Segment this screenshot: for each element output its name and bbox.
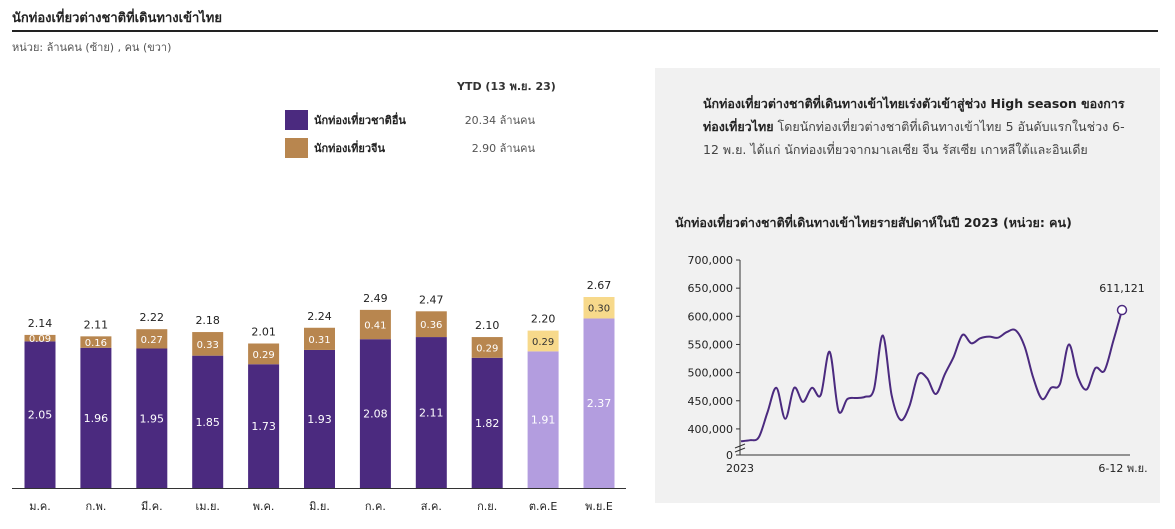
bar-other-4 xyxy=(248,364,280,488)
bar-other-1 xyxy=(80,347,112,488)
axis-break-mark-2 xyxy=(734,447,746,453)
x-tick-label-2: มี.ค. xyxy=(141,500,163,513)
summary-body-text: โดยนักท่องเที่ยวต่างชาติที่เดินทางเข้าไท… xyxy=(703,119,1125,157)
stacked-bar-chart: YTD (13 พ.ย. 23) นักท่องเที่ยวชาติอื่น 20.… xyxy=(12,80,626,513)
bar-total-label-8: 2.10 xyxy=(475,319,500,332)
bar-other-6 xyxy=(359,339,391,488)
bar-total-label-2: 2.22 xyxy=(140,311,165,324)
bar-china-3 xyxy=(192,332,224,356)
bar-china-label-9: 0.29 xyxy=(532,337,554,348)
bar-other-9 xyxy=(527,351,559,488)
y-tick-label-7: 700,000 xyxy=(688,254,734,267)
bar-china-label-6: 0.41 xyxy=(364,321,386,332)
bar-china-label-1: 0.16 xyxy=(85,338,107,349)
x-tick-label-6: ก.ค. xyxy=(365,500,386,513)
y-tick-label-3: 500,000 xyxy=(688,367,734,380)
x-tick-label-5: มิ.ย. xyxy=(309,500,330,513)
bar-total-label-9: 2.20 xyxy=(531,313,556,326)
bar-other-8 xyxy=(471,357,503,488)
bar-china-10 xyxy=(583,297,615,319)
bar-total-label-4: 2.01 xyxy=(251,325,276,338)
bar-china-9 xyxy=(527,330,559,352)
bar-other-label-6: 2.08 xyxy=(363,408,388,421)
legend-label-1: นักท่องเที่ยวจีน xyxy=(314,140,385,155)
bar-china-label-10: 0.30 xyxy=(588,304,610,315)
legend-ytd-1: 2.90 ล้านคน xyxy=(472,142,536,155)
unit-note: หน่วย: ล้านคน (ซ้าย) , คน (ขวา) xyxy=(12,41,172,54)
bar-china-0 xyxy=(24,334,56,342)
y-tick-label-1: 400,000 xyxy=(688,423,734,436)
x-tick-label-10: พ.ย.E xyxy=(585,500,613,513)
bar-china-8 xyxy=(471,337,503,358)
bar-china-7 xyxy=(415,311,447,338)
x-tick-label-7: ส.ค. xyxy=(421,500,442,513)
bar-china-label-0: 0.09 xyxy=(29,334,51,345)
ytd-header: YTD (13 พ.ย. 23) xyxy=(456,80,556,93)
legend-ytd-0: 20.34 ล้านคน xyxy=(465,114,536,127)
bar-china-label-5: 0.31 xyxy=(308,335,330,346)
x-label-start: 2023 xyxy=(726,462,754,475)
bar-china-label-3: 0.33 xyxy=(197,340,219,351)
bar-china-1 xyxy=(80,336,112,348)
bar-other-label-10: 2.37 xyxy=(587,397,612,410)
bar-total-label-10: 2.67 xyxy=(587,279,612,292)
x-tick-label-1: ก.พ. xyxy=(85,500,106,513)
x-tick-label-9: ต.ค.E xyxy=(529,500,557,513)
weekly-line-chart: 0 400,000 450,000 500,000 550,000 600,000 650,… xyxy=(688,254,1148,475)
bar-other-label-9: 1.91 xyxy=(531,414,556,427)
bar-other-label-8: 1.82 xyxy=(475,417,500,430)
bar-other-5 xyxy=(304,349,335,488)
bar-total-label-1: 2.11 xyxy=(84,318,109,331)
bar-china-label-4: 0.29 xyxy=(252,350,274,361)
bar-china-6 xyxy=(359,309,391,340)
bar-total-label-3: 2.18 xyxy=(195,314,220,327)
bar-china-2 xyxy=(136,329,168,349)
bar-other-10 xyxy=(583,318,615,488)
line-chart-title: นักท่องเที่ยวต่างชาติที่เดินทางเข้าไทยรา… xyxy=(675,215,1072,230)
bar-china-4 xyxy=(248,343,280,365)
bar-china-label-8: 0.29 xyxy=(476,343,498,354)
axis-break-mark-1 xyxy=(734,443,746,449)
bar-other-7 xyxy=(415,337,447,488)
weekly-line-series xyxy=(740,309,1123,443)
bar-other-label-0: 2.05 xyxy=(28,409,53,422)
bar-total-label-6: 2.49 xyxy=(363,292,388,305)
summary-panel: นักท่องเที่ยวต่างชาติที่เดินทางเข้าไทยเร… xyxy=(655,68,1160,503)
y-tick-label-4: 550,000 xyxy=(688,338,734,351)
page-title: นักท่องเที่ยวต่างชาติที่เดินทางเข้าไทย xyxy=(12,11,222,26)
bar-total-label-5: 2.24 xyxy=(307,310,332,323)
bar-china-label-2: 0.27 xyxy=(141,335,163,346)
bar-other-label-5: 1.93 xyxy=(307,413,332,426)
y-tick-label-6: 650,000 xyxy=(688,282,734,295)
bar-total-label-0: 2.14 xyxy=(28,317,53,330)
summary-bold-text: นักท่องเที่ยวต่างชาติที่เดินทางเข้าไทยเร… xyxy=(703,96,1125,134)
legend-label-0: นักท่องเที่ยวชาติอื่น xyxy=(314,112,406,127)
bar-other-label-3: 1.85 xyxy=(195,416,220,429)
bar-other-label-4: 1.73 xyxy=(251,420,276,433)
y-tick-label-5: 600,000 xyxy=(688,310,734,323)
legend-swatch-0 xyxy=(285,110,308,130)
bar-other-label-1: 1.96 xyxy=(84,412,109,425)
y-tick-label-2: 450,000 xyxy=(688,395,734,408)
bar-other-3 xyxy=(192,355,224,488)
legend-swatch-1 xyxy=(285,138,308,158)
bar-other-label-7: 2.11 xyxy=(419,407,444,420)
x-tick-label-0: ม.ค. xyxy=(29,500,51,513)
summary-text: นักท่องเที่ยวต่างชาติที่เดินทางเข้าไทยเร… xyxy=(703,92,1133,161)
bar-other-0 xyxy=(24,341,56,488)
last-point-label: 611,121 xyxy=(1099,282,1145,295)
y-tick-label-0: 0 xyxy=(726,449,733,462)
title-rule xyxy=(12,30,1158,32)
x-label-end: 6-12 พ.ย. xyxy=(1098,462,1147,475)
bar-china-label-7: 0.36 xyxy=(420,320,442,331)
bar-china-5 xyxy=(304,327,335,350)
bar-total-label-7: 2.47 xyxy=(419,293,444,306)
x-tick-label-4: พ.ค. xyxy=(253,500,275,513)
last-point-marker xyxy=(1116,304,1128,316)
x-tick-label-3: เม.ย. xyxy=(195,500,219,513)
bar-other-2 xyxy=(136,348,168,488)
x-tick-label-8: ก.ย. xyxy=(477,500,497,513)
bar-other-label-2: 1.95 xyxy=(140,412,165,425)
